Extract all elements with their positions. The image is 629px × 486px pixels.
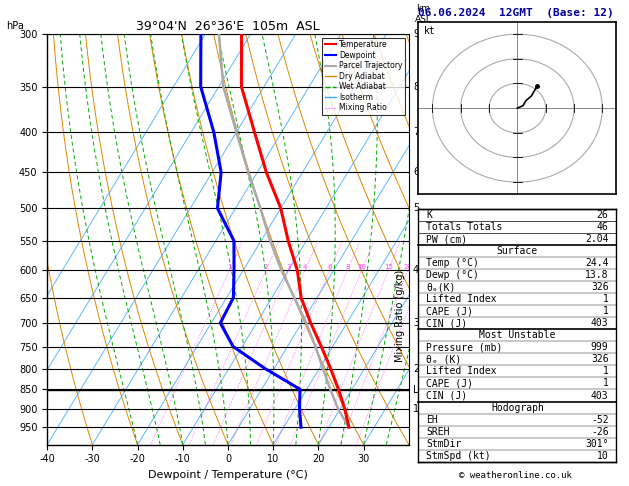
Text: kt: kt [424, 26, 436, 36]
Text: 999: 999 [591, 342, 608, 352]
Text: EH: EH [426, 415, 438, 425]
Text: Surface: Surface [497, 246, 538, 256]
Text: © weatheronline.co.uk: © weatheronline.co.uk [459, 471, 572, 480]
Text: Pressure (mb): Pressure (mb) [426, 342, 503, 352]
Text: 403: 403 [591, 318, 608, 329]
Text: 46: 46 [597, 222, 608, 232]
Text: -26: -26 [591, 427, 608, 436]
Text: Most Unstable: Most Unstable [479, 330, 555, 340]
Title: 39°04'N  26°36'E  105m  ASL: 39°04'N 26°36'E 105m ASL [136, 20, 320, 33]
Text: StmSpd (kt): StmSpd (kt) [426, 451, 491, 461]
Text: θₑ(K): θₑ(K) [426, 282, 455, 292]
Text: SREH: SREH [426, 427, 450, 436]
Text: 2: 2 [264, 264, 268, 270]
Text: Lifted Index: Lifted Index [426, 294, 497, 304]
Text: K: K [426, 210, 432, 220]
Text: 301°: 301° [585, 439, 608, 449]
Text: 9: 9 [413, 29, 419, 39]
Y-axis label: hPa: hPa [6, 21, 24, 31]
Text: Dewp (°C): Dewp (°C) [426, 270, 479, 280]
Text: CIN (J): CIN (J) [426, 318, 467, 329]
Text: 2: 2 [413, 364, 420, 374]
Text: 4: 4 [303, 264, 308, 270]
Text: Lifted Index: Lifted Index [426, 366, 497, 377]
Text: Mixing Ratio (g/kg): Mixing Ratio (g/kg) [395, 270, 405, 362]
Text: 1: 1 [227, 264, 231, 270]
Text: 1: 1 [603, 306, 608, 316]
Text: 10: 10 [357, 264, 366, 270]
Text: -52: -52 [591, 415, 608, 425]
Text: 1: 1 [603, 294, 608, 304]
Text: Hodograph: Hodograph [491, 402, 544, 413]
Text: 326: 326 [591, 354, 608, 364]
Text: PW (cm): PW (cm) [426, 234, 467, 244]
Text: 24.4: 24.4 [585, 258, 608, 268]
Text: 1: 1 [413, 404, 419, 414]
Text: 326: 326 [591, 282, 608, 292]
Text: StmDir: StmDir [426, 439, 462, 449]
Text: 20: 20 [403, 264, 412, 270]
Text: 10: 10 [597, 451, 608, 461]
Text: 15: 15 [384, 264, 392, 270]
Text: 6: 6 [327, 264, 331, 270]
Text: 403: 403 [591, 391, 608, 400]
Text: Temp (°C): Temp (°C) [426, 258, 479, 268]
Text: 7: 7 [413, 127, 420, 137]
Text: CAPE (J): CAPE (J) [426, 306, 473, 316]
Text: 3: 3 [413, 318, 419, 328]
Text: km
ASL: km ASL [415, 4, 431, 24]
X-axis label: Dewpoint / Temperature (°C): Dewpoint / Temperature (°C) [148, 470, 308, 480]
Text: LCL: LCL [413, 385, 431, 396]
Legend: Temperature, Dewpoint, Parcel Trajectory, Dry Adiabat, Wet Adiabat, Isotherm, Mi: Temperature, Dewpoint, Parcel Trajectory… [323, 38, 405, 115]
Text: 8: 8 [345, 264, 350, 270]
Text: 13.8: 13.8 [585, 270, 608, 280]
Text: 8: 8 [413, 82, 419, 91]
Text: 1: 1 [603, 379, 608, 388]
Text: 6: 6 [413, 167, 419, 177]
Text: 26: 26 [597, 210, 608, 220]
Text: 4: 4 [413, 265, 419, 276]
Text: 1: 1 [603, 366, 608, 377]
Text: 3: 3 [286, 264, 291, 270]
Text: θₑ (K): θₑ (K) [426, 354, 462, 364]
Text: Totals Totals: Totals Totals [426, 222, 503, 232]
Text: 06.06.2024  12GMT  (Base: 12): 06.06.2024 12GMT (Base: 12) [418, 8, 614, 18]
Text: CAPE (J): CAPE (J) [426, 379, 473, 388]
Text: 2.04: 2.04 [585, 234, 608, 244]
Text: 5: 5 [413, 203, 420, 213]
Text: CIN (J): CIN (J) [426, 391, 467, 400]
